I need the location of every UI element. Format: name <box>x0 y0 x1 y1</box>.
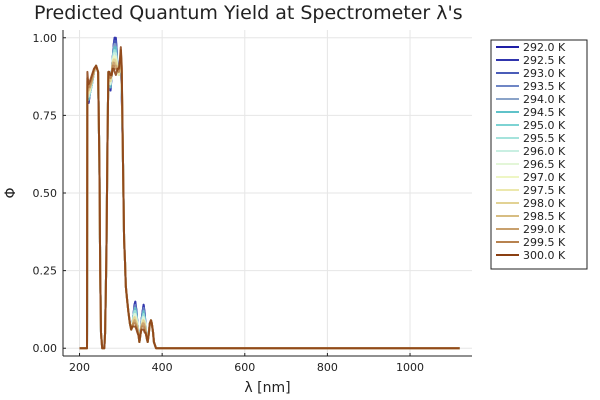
legend-label-8: 296.0 K <box>523 145 566 158</box>
x-tick-label-0: 200 <box>69 361 90 374</box>
legend-label-15: 299.5 K <box>523 236 566 249</box>
series-lines <box>79 36 460 350</box>
legend-label-2: 293.0 K <box>523 67 566 80</box>
legend-label-0: 292.0 K <box>523 41 566 54</box>
legend-label-9: 296.5 K <box>523 158 566 171</box>
legend-label-5: 294.5 K <box>523 106 566 119</box>
legend-box <box>490 39 588 270</box>
legend-label-13: 298.5 K <box>523 210 566 223</box>
x-tick-label-3: 800 <box>317 361 338 374</box>
y-tick-label-3: 0.75 <box>33 109 58 122</box>
legend-label-7: 295.5 K <box>523 132 566 145</box>
x-tick-label-4: 1000 <box>396 361 424 374</box>
y-tick-labels: 0.00 0.25 0.50 0.75 1.00 <box>33 32 66 355</box>
chart-title: Predicted Quantum Yield at Spectrometer … <box>34 2 463 24</box>
legend-label-10: 297.0 K <box>523 171 566 184</box>
y-tick-label-1: 0.25 <box>33 265 58 278</box>
y-tick-label-4: 1.00 <box>33 32 58 45</box>
x-axis-label: λ [nm] <box>244 380 290 396</box>
x-tick-labels: 200 400 600 800 1000 <box>69 353 424 374</box>
series-line-4 <box>79 43 460 350</box>
legend-label-14: 299.0 K <box>523 223 566 236</box>
legend-label-4: 294.0 K <box>523 93 566 106</box>
legend-label-12: 298.0 K <box>523 197 566 210</box>
legend-label-1: 292.5 K <box>523 54 566 67</box>
series-line-16 <box>79 46 460 350</box>
legend-label-3: 293.5 K <box>523 80 566 93</box>
series-line-5 <box>79 46 460 350</box>
x-tick-label-1: 400 <box>152 361 173 374</box>
x-tick-label-2: 600 <box>234 361 255 374</box>
y-tick-label-0: 0.00 <box>33 342 58 355</box>
legend-label-16: 300.0 K <box>523 249 566 262</box>
series-line-2 <box>79 39 460 350</box>
y-axis-label: Φ <box>3 187 19 198</box>
legend-label-11: 297.5 K <box>523 184 566 197</box>
legend-label-6: 295.0 K <box>523 119 566 132</box>
y-tick-label-2: 0.50 <box>33 187 58 200</box>
series-line-3 <box>79 43 460 350</box>
